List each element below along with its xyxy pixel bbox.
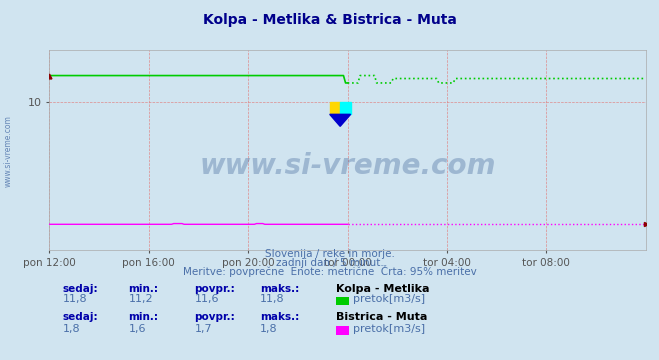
Text: povpr.:: povpr.: xyxy=(194,312,235,323)
Text: www.si-vreme.com: www.si-vreme.com xyxy=(200,152,496,180)
Text: Kolpa - Metlika: Kolpa - Metlika xyxy=(336,284,430,294)
Text: Meritve: povprečne  Enote: metrične  Črta: 95% meritev: Meritve: povprečne Enote: metrične Črta:… xyxy=(183,265,476,278)
Text: 11,8: 11,8 xyxy=(63,294,87,305)
Text: www.si-vreme.com: www.si-vreme.com xyxy=(3,115,13,187)
Polygon shape xyxy=(340,102,351,114)
Text: Slovenija / reke in morje.: Slovenija / reke in morje. xyxy=(264,249,395,260)
Text: min.:: min.: xyxy=(129,284,159,294)
Text: maks.:: maks.: xyxy=(260,284,300,294)
Text: Bistrica - Muta: Bistrica - Muta xyxy=(336,312,428,323)
Text: 1,8: 1,8 xyxy=(63,324,80,334)
Text: zadnji dan / 5 minut.: zadnji dan / 5 minut. xyxy=(275,258,384,269)
Text: Kolpa - Metlika & Bistrica - Muta: Kolpa - Metlika & Bistrica - Muta xyxy=(202,13,457,27)
Text: min.:: min.: xyxy=(129,312,159,323)
Text: 11,2: 11,2 xyxy=(129,294,153,305)
Text: 11,8: 11,8 xyxy=(260,294,285,305)
Text: pretok[m3/s]: pretok[m3/s] xyxy=(353,294,424,305)
Text: povpr.:: povpr.: xyxy=(194,284,235,294)
Polygon shape xyxy=(330,102,340,114)
Text: 1,7: 1,7 xyxy=(194,324,212,334)
Text: sedaj:: sedaj: xyxy=(63,284,98,294)
Text: 1,6: 1,6 xyxy=(129,324,146,334)
Text: maks.:: maks.: xyxy=(260,312,300,323)
Text: pretok[m3/s]: pretok[m3/s] xyxy=(353,324,424,334)
Text: 1,8: 1,8 xyxy=(260,324,278,334)
Text: 11,6: 11,6 xyxy=(194,294,219,305)
Polygon shape xyxy=(330,114,351,126)
Text: sedaj:: sedaj: xyxy=(63,312,98,323)
